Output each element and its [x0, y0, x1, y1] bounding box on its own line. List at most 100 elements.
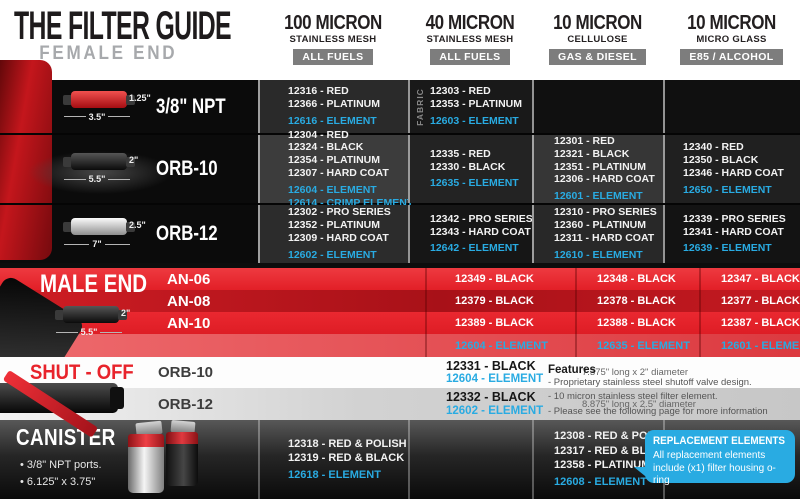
female-end-table: 1.25" 3.5" 3/8" NPT 12316 - RED 12366 - …	[0, 60, 800, 263]
row-label-npt: 3/8" NPT	[156, 94, 226, 118]
part-cell: FABRIC 12303 - RED 12353 - PLATINUM 1260…	[408, 80, 532, 133]
element-number: 12604 - ELEMENT	[446, 373, 544, 386]
part-cell: 12318 - RED & POLISH 12319 - RED & BLACK…	[258, 420, 408, 499]
part-number: 12341 - HARD COAT	[683, 225, 784, 238]
table-row-an06: AN-06 12349 - BLACK 12348 - BLACK 12347 …	[0, 268, 800, 290]
filter-diagram: 1.25" 3.5"	[60, 87, 151, 127]
column-header-10-micron-cellulose: 10 MICRON CELLULOSE GAS & DIESEL	[532, 12, 663, 65]
length-dimension: 3.5"	[64, 112, 130, 122]
element-number: 12602 - ELEMENT	[446, 404, 544, 417]
fuel-badge: ALL FUELS	[293, 49, 373, 65]
element-number: 12608 - ELEMENT	[554, 476, 647, 489]
part-number: 12331 - BLACK	[446, 358, 536, 373]
diameter-dimension: 2"	[121, 308, 131, 318]
part-number: 12346 - HARD COAT	[683, 167, 784, 179]
part-number: 12318 - RED & POLISH	[288, 437, 407, 450]
part-cell: 12304 - RED 12324 - BLACK 12354 - PLATIN…	[258, 129, 413, 209]
length-dimension: 7"	[64, 239, 130, 249]
part-number: 12304 - RED	[288, 128, 349, 141]
part-cell: 12308 - RED & POLISH 12317 - RED & BLACK…	[532, 420, 673, 499]
part-cell: 12302 - PRO SERIES 12352 - PLATINUM 1230…	[258, 205, 408, 263]
table-row-an08: AN-08 12379 - BLACK 12378 - BLACK 12377 …	[0, 290, 800, 312]
part-number: 12360 - PLATINUM	[554, 219, 646, 232]
empty-cell	[663, 80, 800, 133]
part-number: 12309 - HARD COAT	[288, 232, 389, 244]
fabric-note: FABRIC	[414, 87, 425, 126]
table-row-npt: 1.25" 3.5" 3/8" NPT 12316 - RED 12366 - …	[0, 80, 800, 135]
row-label-orb12: ORB-12	[158, 395, 214, 413]
part-number: 12303 - RED	[430, 85, 491, 98]
empty-cell	[532, 80, 663, 133]
filter-diagram: 2.5" 7"	[60, 214, 146, 254]
element-number: 12650 - ELEMENT	[683, 183, 772, 196]
part-number: 12316 - RED	[288, 85, 349, 98]
part-cell: 12332 - BLACK 12602 - ELEMENT	[416, 388, 566, 420]
part-number: 12330 - BLACK	[430, 160, 506, 173]
callout-text: All replacement elements include (x1) fi…	[653, 450, 776, 486]
part-number: 12324 - BLACK	[288, 141, 364, 154]
part-cell: 12340 - RED 12350 - BLACK 12346 - HARD C…	[663, 135, 800, 203]
element-number: 12639 - ELEMENT	[683, 242, 772, 255]
part-number: 12302 - PRO SERIES	[288, 206, 391, 219]
table-row-an10: AN-10 12389 - BLACK 12388 - BLACK 12387 …	[0, 312, 800, 334]
element-number: 12610 - ELEMENT	[554, 248, 643, 261]
spec-item: • 3/8" NPT ports.	[20, 459, 102, 471]
element-number: 12601 - ELEMENT	[699, 334, 800, 357]
part-number: 12311 - HARD COAT	[554, 232, 655, 244]
row-label-orb12: ORB-12	[156, 222, 218, 245]
row-label-cell: 1.25" 3.5" 3/8" NPT	[0, 80, 258, 133]
part-number: 12339 - PRO SERIES	[683, 212, 786, 225]
element-number: 12603 - ELEMENT	[430, 114, 519, 127]
part-number: 12332 - BLACK	[446, 390, 536, 405]
element-number: 12635 - ELEMENT	[430, 177, 519, 190]
diameter-dimension: 2"	[129, 155, 139, 165]
empty-cell	[408, 420, 532, 499]
part-cell: 12388 - BLACK	[575, 312, 699, 334]
element-number: 12616 - ELEMENT	[288, 114, 377, 127]
row-label-an06: AN-06	[167, 270, 211, 288]
size-note: 7.375" long x 2" diameter	[582, 367, 689, 378]
features-block: Features - Proprietary stainless steel s…	[548, 364, 768, 419]
part-number: 12317 - RED & BLACK	[554, 444, 671, 457]
element-number: 12642 - ELEMENT	[430, 242, 519, 255]
part-cell: 12301 - RED 12321 - BLACK 12351 - PLATIN…	[532, 135, 663, 203]
table-row-shutoff-orb12: ORB-12 12332 - BLACK 12602 - ELEMENT 8.8…	[0, 388, 800, 420]
spec-item: • 6.125" x 3.75"	[20, 475, 96, 488]
header: THE FILTER GUIDE FEMALE END 100 MICRON S…	[0, 0, 800, 80]
shut-off-table: SHUT - OFF ORB-10 12331 - BLACK 12604 - …	[0, 357, 800, 438]
part-cell: 12378 - BLACK	[575, 290, 699, 312]
part-cell: 12348 - BLACK	[575, 268, 699, 290]
canister-table: CANISTER • 3/8" NPT ports. • 6.125" x 3.…	[0, 419, 800, 499]
element-number: 12601 - ELEMENT	[554, 190, 643, 203]
part-number: 12353 - PLATINUM	[430, 98, 522, 111]
part-cell: 12342 - PRO SERIES 12343 - HARD COAT 126…	[408, 205, 533, 263]
part-number: 12310 - PRO SERIES	[554, 206, 657, 219]
column-header-40-micron: 40 MICRON STAINLESS MESH ALL FUELS	[425, 12, 515, 65]
feature-item: - Proprietary stainless steel shutoff va…	[548, 377, 752, 388]
part-cell: 12339 - PRO SERIES 12341 - HARD COAT 126…	[663, 205, 800, 263]
table-row-orb10: 2" 5.5" ORB-10 12304 - RED 12324 - BLACK…	[0, 129, 800, 209]
part-cell: 12316 - RED 12366 - PLATINUM 12616 - ELE…	[258, 80, 408, 133]
part-number: 12307 - HARD COAT	[288, 167, 389, 179]
part-number: 12335 - RED	[430, 147, 491, 160]
size-note: 8.875" long x 2.5" diameter	[582, 398, 696, 410]
row-label-cell: 2" 5.5" ORB-10	[0, 135, 258, 203]
table-row-canister: 12318 - RED & POLISH 12319 - RED & BLACK…	[0, 420, 800, 499]
canister-specs: • 3/8" NPT ports. • 6.125" x 3.75"	[20, 457, 102, 490]
part-number: 12306 - HARD COAT	[554, 173, 655, 186]
row-label-an10: AN-10	[167, 314, 211, 332]
table-row-shutoff-orb10: ORB-10 12331 - BLACK 12604 - ELEMENT 7.3…	[0, 357, 800, 388]
fuel-badge: GAS & DIESEL	[549, 49, 646, 65]
brand-block: THE FILTER GUIDE FEMALE END	[14, 4, 364, 65]
section-title-male-end: MALE END	[40, 270, 148, 298]
part-cell: 12347 - BLACK	[699, 268, 800, 290]
row-label-an08: AN-08	[167, 292, 211, 310]
section-title-shut-off: SHUT - OFF	[30, 361, 134, 384]
part-number: 12301 - RED	[554, 135, 615, 147]
element-number: 12604 - ELEMENT	[288, 183, 377, 196]
part-cell: 12379 - BLACK	[425, 290, 575, 312]
part-number: 12340 - RED	[683, 141, 744, 154]
element-number: 12635 - ELEMENT	[575, 334, 699, 357]
page-title: THE FILTER GUIDE	[14, 4, 232, 48]
